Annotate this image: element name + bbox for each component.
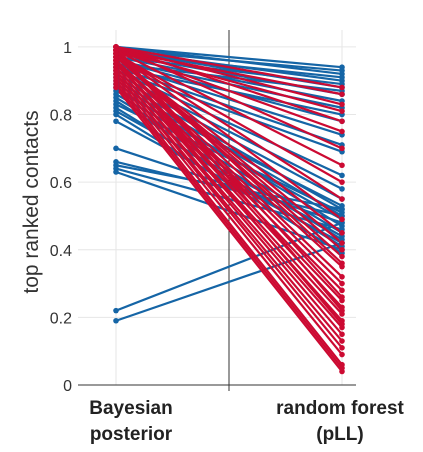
series-line-blue bbox=[114, 72, 344, 191]
series-line-blue bbox=[114, 160, 344, 218]
point-blue-bayesian bbox=[113, 145, 119, 152]
point-blue-random-forest bbox=[339, 206, 345, 212]
point-red-random-forest bbox=[339, 246, 345, 253]
series-line-blue bbox=[114, 164, 344, 211]
point-red-random-forest bbox=[339, 128, 345, 135]
series-line-blue bbox=[114, 69, 344, 153]
point-red-bayesian bbox=[113, 57, 119, 64]
series-line-red bbox=[114, 86, 344, 373]
series-line-blue bbox=[114, 113, 344, 255]
series-line-blue bbox=[114, 45, 344, 69]
series-lines bbox=[114, 45, 344, 373]
series-line-red bbox=[114, 79, 344, 366]
series-line-red bbox=[114, 45, 344, 89]
series-line-red bbox=[114, 49, 344, 96]
category-label: posterior bbox=[90, 424, 173, 445]
y-axis-title: top ranked contacts bbox=[20, 110, 43, 293]
point-red-random-forest bbox=[339, 162, 345, 169]
series-line-red bbox=[114, 49, 344, 113]
point-red-random-forest bbox=[339, 179, 345, 185]
series-line-red bbox=[114, 52, 344, 265]
point-red-bayesian bbox=[113, 44, 119, 50]
point-blue-random-forest bbox=[339, 172, 345, 179]
series-line-red bbox=[114, 76, 344, 356]
point-red-random-forest bbox=[339, 321, 345, 327]
point-red-random-forest bbox=[339, 280, 345, 287]
point-red-random-forest bbox=[339, 287, 345, 294]
point-red-random-forest bbox=[339, 307, 345, 314]
point-blue-random-forest bbox=[339, 74, 345, 81]
y-tick-label: 0.8 bbox=[50, 108, 72, 125]
series-line-red bbox=[114, 45, 344, 106]
point-blue-bayesian bbox=[113, 307, 119, 314]
category-label: Bayesian bbox=[89, 398, 172, 419]
series-line-red bbox=[114, 59, 344, 326]
category-label: random forest bbox=[276, 398, 404, 419]
series-line-red bbox=[114, 66, 344, 322]
y-tick-label: 0.2 bbox=[50, 310, 72, 327]
series-line-red bbox=[114, 59, 344, 285]
point-red-random-forest bbox=[339, 196, 345, 202]
series-line-red bbox=[114, 45, 344, 312]
series-line-red bbox=[114, 55, 344, 234]
category-label: (pLL) bbox=[316, 424, 363, 445]
point-blue-bayesian bbox=[113, 317, 119, 324]
point-red-random-forest bbox=[339, 230, 345, 236]
point-red-random-forest bbox=[339, 368, 345, 375]
series-line-red bbox=[114, 69, 344, 336]
point-blue-bayesian bbox=[113, 111, 119, 118]
point-red-random-forest bbox=[339, 338, 345, 344]
series-line-red bbox=[114, 49, 344, 167]
point-red-random-forest bbox=[339, 351, 345, 358]
point-blue-bayesian bbox=[113, 118, 119, 125]
point-red-random-forest bbox=[339, 101, 345, 108]
series-line-red bbox=[114, 52, 344, 221]
series-line-red bbox=[114, 49, 344, 133]
series-line-red bbox=[114, 72, 344, 349]
y-tick-label: 1 bbox=[63, 40, 72, 57]
series-line-red bbox=[114, 59, 344, 268]
labels: 0 0.2 0.4 0.6 0.8 1 Bayesian posterior random fo… bbox=[50, 40, 405, 445]
point-red-random-forest bbox=[339, 91, 345, 98]
point-red-random-forest bbox=[339, 240, 345, 246]
series-line-red bbox=[114, 62, 344, 292]
point-blue-random-forest bbox=[339, 67, 345, 74]
series-points bbox=[113, 44, 345, 375]
series-line-blue bbox=[114, 221, 344, 312]
point-red-random-forest bbox=[339, 216, 345, 223]
series-line-red bbox=[114, 52, 344, 201]
series-line-red bbox=[114, 82, 344, 370]
point-red-bayesian bbox=[113, 84, 119, 91]
point-red-random-forest bbox=[339, 253, 345, 260]
y-tick-label: 0.4 bbox=[50, 243, 72, 260]
point-red-random-forest bbox=[339, 331, 345, 338]
point-red-random-forest bbox=[339, 108, 345, 114]
point-red-random-forest bbox=[339, 84, 345, 91]
series-line-red bbox=[114, 52, 344, 184]
point-red-random-forest bbox=[339, 345, 345, 351]
point-red-random-forest bbox=[339, 145, 345, 152]
point-blue-bayesian bbox=[113, 169, 119, 175]
y-tick-label: 0 bbox=[63, 378, 72, 395]
point-red-random-forest bbox=[339, 118, 345, 125]
point-red-random-forest bbox=[339, 274, 345, 280]
point-blue-random-forest bbox=[339, 186, 345, 192]
point-red-random-forest bbox=[339, 294, 345, 300]
point-red-random-forest bbox=[339, 260, 345, 267]
y-tick-label: 0.6 bbox=[50, 175, 72, 192]
